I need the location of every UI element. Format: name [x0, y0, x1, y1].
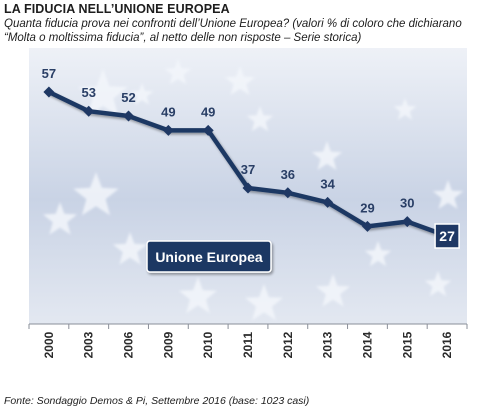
- eu-stars-background: [42, 59, 464, 321]
- data-label: 29: [360, 200, 374, 215]
- data-label: 52: [121, 90, 135, 105]
- data-point: [282, 187, 294, 199]
- x-tick-label: 2013: [321, 331, 335, 358]
- data-point: [401, 216, 413, 228]
- star-decoration: [432, 180, 464, 209]
- data-label: 30: [400, 196, 414, 211]
- star-decoration: [246, 106, 274, 132]
- star-decoration: [364, 241, 392, 267]
- data-point: [242, 182, 254, 194]
- data-labels: 57 53 52 49 49 37 36 34 29 30 27: [42, 66, 460, 249]
- star-decoration: [315, 274, 351, 307]
- x-tick-label: 2012: [281, 331, 295, 358]
- star-decoration: [311, 141, 343, 170]
- data-point: [322, 196, 334, 208]
- x-axis-ticks: [28, 324, 468, 329]
- x-tick-label: 2011: [241, 332, 255, 358]
- data-point: [43, 86, 55, 98]
- star-decoration: [245, 284, 283, 321]
- data-label: 34: [320, 176, 335, 191]
- series-points: [43, 86, 413, 232]
- legend-box: [146, 240, 272, 273]
- star-decoration: [112, 232, 148, 265]
- star-decoration: [130, 83, 154, 105]
- star-decoration: [424, 271, 452, 297]
- x-tick-label: 2015: [400, 331, 414, 358]
- highlight-box: [434, 223, 460, 249]
- star-decoration: [42, 202, 78, 235]
- data-point: [162, 124, 174, 136]
- star-decoration: [179, 277, 217, 314]
- x-axis-labels: 2000 2003 2006 2009 2010 2011 2012 2013 2014 2015…: [42, 331, 454, 358]
- x-tick-label: 2006: [122, 331, 136, 358]
- data-point: [202, 124, 214, 136]
- source-note: Fonte: Sondaggio Demos & Pi, Settembre 2…: [4, 395, 310, 407]
- chart-title: LA FIDUCIA NELL’UNIONE EUROPEA: [4, 2, 230, 16]
- x-tick-label: 2014: [360, 331, 374, 358]
- data-label: 27: [439, 228, 455, 244]
- star-decoration: [164, 59, 192, 85]
- data-label: 49: [201, 104, 215, 119]
- star-decoration: [393, 98, 417, 120]
- data-label: 49: [161, 104, 175, 119]
- x-tick-label: 2016: [440, 331, 454, 358]
- star-decoration: [73, 172, 119, 216]
- data-label: 57: [42, 66, 56, 81]
- x-tick-label: 2009: [161, 331, 175, 358]
- data-point: [361, 220, 373, 232]
- x-tick-label: 2010: [201, 331, 215, 358]
- x-tick-label: 2003: [82, 331, 96, 358]
- legend: Unione Europea: [146, 240, 272, 273]
- data-point: [83, 105, 95, 117]
- data-label: 36: [281, 167, 295, 182]
- chart-subtitle: Quanta fiducia prova nei confronti dell’…: [4, 18, 462, 44]
- data-label: 53: [81, 85, 95, 100]
- star-decoration: [224, 66, 256, 95]
- legend-label: Unione Europea: [155, 249, 263, 265]
- x-tick-label: 2000: [42, 331, 56, 358]
- data-label-highlight: 27: [434, 223, 460, 249]
- data-point: [123, 110, 135, 122]
- star-decoration: [78, 69, 128, 116]
- data-label: 37: [241, 162, 255, 177]
